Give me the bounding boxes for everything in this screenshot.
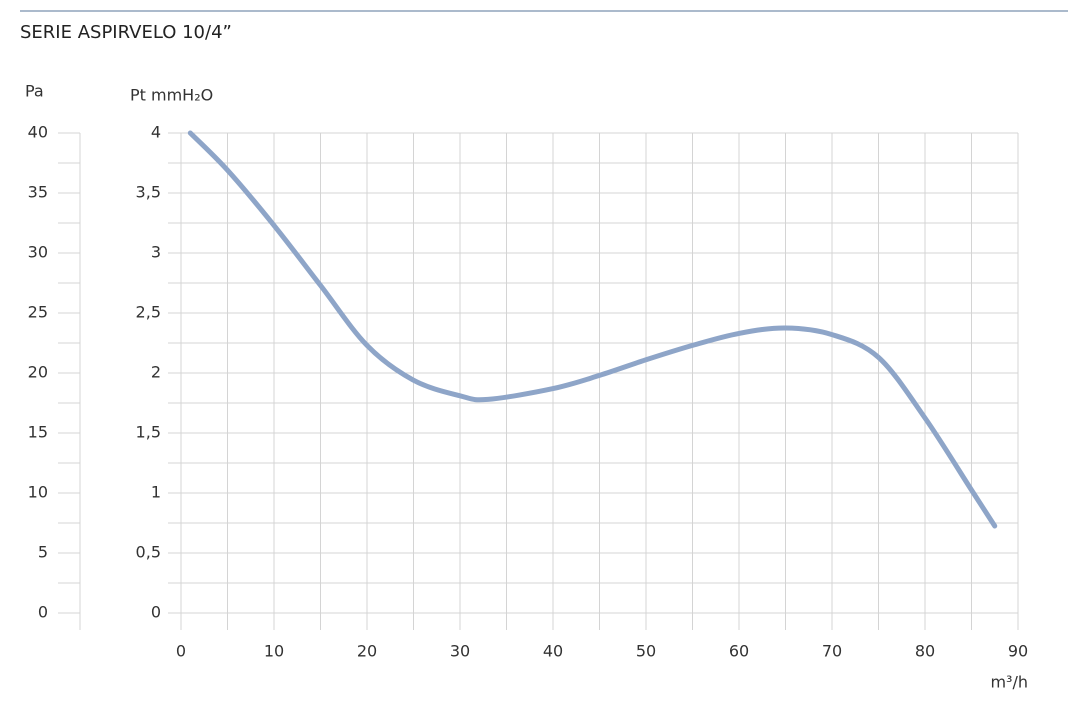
y2-tick-label: 0,5: [136, 543, 161, 562]
y-tick-label: 5: [38, 543, 48, 562]
y2-tick-label: 2: [151, 363, 161, 382]
x-axis-title: m³/h: [990, 673, 1028, 692]
x-tick-label: 10: [264, 642, 284, 661]
y2-tick-label: 3: [151, 243, 161, 262]
chart-title: SERIE ASPIRVELO 10/4”: [20, 22, 232, 43]
y-tick-label: 15: [28, 423, 48, 442]
x-tick-label: 20: [357, 642, 377, 661]
y-tick-label: 30: [28, 243, 48, 262]
x-tick-label: 70: [822, 642, 842, 661]
x-tick-label: 30: [450, 642, 470, 661]
y-tick-label: 35: [28, 183, 48, 202]
x-tick-label: 50: [636, 642, 656, 661]
y-tick-label: 40: [28, 123, 48, 142]
y2-tick-label: 1,5: [136, 423, 161, 442]
x-tick-label: 60: [729, 642, 749, 661]
y2-tick-label: 3,5: [136, 183, 161, 202]
y-axis-title: Pa: [25, 82, 44, 101]
x-tick-label: 0: [176, 642, 186, 661]
y-tick-label: 10: [28, 483, 48, 502]
y-tick-label: 25: [28, 303, 48, 322]
y-tick-label: 0: [38, 603, 48, 622]
y2-tick-label: 1: [151, 483, 161, 502]
curve: [187, 130, 998, 529]
y2-tick-label: 0: [151, 603, 161, 622]
x-tick-label: 40: [543, 642, 563, 661]
y2-tick-label: 2,5: [136, 303, 161, 322]
y-tick-label: 20: [28, 363, 48, 382]
x-tick-label: 80: [915, 642, 935, 661]
y2-axis-title: Pt mmH₂O: [130, 86, 213, 105]
x-tick-label: 90: [1008, 642, 1028, 661]
y2-tick-label: 4: [151, 123, 161, 142]
